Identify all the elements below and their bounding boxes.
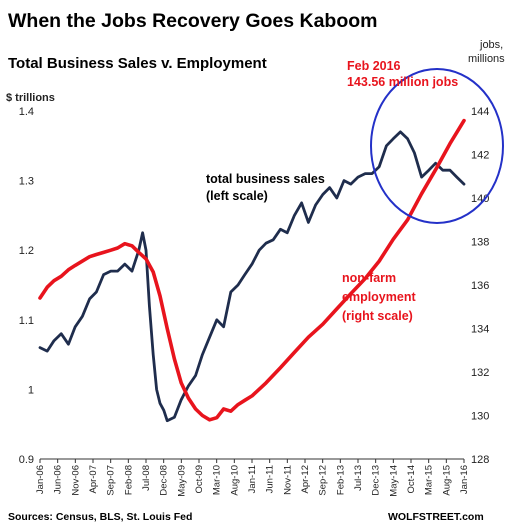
left-tick-label: 0.9 — [19, 454, 34, 466]
axes: 0.9 1 1.1 1.2 1.3 1.4 128 130 132 134 136 138 140 142… — [19, 106, 490, 497]
x-tick-label: Aug-10 — [229, 465, 240, 496]
right-tick-label: 142 — [471, 150, 489, 162]
sales-annotation-line1: total business sales — [206, 172, 325, 186]
employment-line — [38, 118, 466, 422]
x-tick-label: Jan-16 — [459, 465, 470, 494]
x-tick-label: Nov-11 — [282, 465, 293, 495]
sources-note: Sources: Census, BLS, St. Louis Fed — [8, 511, 192, 523]
right-tick-label: 128 — [471, 454, 489, 466]
x-tick-label: May-09 — [176, 465, 187, 497]
right-axis-label-line1: jobs, — [479, 39, 503, 51]
x-tick-label: Mar-10 — [212, 465, 223, 495]
x-tick-label: Feb-13 — [335, 465, 346, 495]
left-tick-label: 1.4 — [19, 106, 34, 118]
right-tick-label: 136 — [471, 280, 489, 292]
x-tick-label: Dec-13 — [371, 465, 382, 496]
x-tick-label: Jun-11 — [265, 465, 276, 493]
x-tick-label: Oct-09 — [194, 465, 205, 494]
chart-subtitle: Total Business Sales v. Employment — [8, 55, 267, 72]
left-tick-label: 1 — [28, 384, 34, 396]
x-tick-label: Apr-07 — [88, 465, 99, 494]
sales-annotation-line2: (left scale) — [206, 189, 268, 203]
left-tick-label: 1.1 — [19, 315, 34, 327]
x-tick-label: Apr-12 — [300, 465, 311, 494]
x-tick-label: Mar-15 — [424, 465, 435, 495]
left-tick-label: 1.3 — [19, 176, 34, 188]
employment-annotation-line1: non-farm — [342, 271, 396, 285]
x-tick-label: Jul-08 — [141, 465, 152, 491]
x-tick-label: Jul-13 — [353, 465, 364, 491]
chart-title: When the Jobs Recovery Goes Kaboom — [8, 10, 378, 32]
business-sales-line — [38, 130, 466, 423]
right-tick-label: 138 — [471, 237, 489, 249]
employment-annotation-line2: employment — [342, 290, 416, 304]
highlight-ring — [370, 68, 504, 224]
x-tick-label: Oct-14 — [406, 465, 417, 494]
right-tick-label: 130 — [471, 411, 489, 423]
x-tick-label: Feb-08 — [123, 465, 134, 495]
x-tick-label: Dec-08 — [159, 465, 170, 496]
right-tick-label: 144 — [471, 106, 489, 118]
right-tick-label: 132 — [471, 367, 489, 379]
x-tick-label: Jun-06 — [53, 465, 64, 494]
peak-annotation-line2: 143.56 million jobs — [347, 75, 458, 89]
x-tick-label: Sep-07 — [106, 465, 117, 496]
left-axis-label: $ trillions — [6, 92, 55, 104]
right-tick-label: 140 — [471, 193, 489, 205]
x-tick-label: Jan-06 — [35, 465, 46, 494]
x-tick-label: Aug-15 — [441, 465, 452, 496]
right-tick-label: 134 — [471, 324, 489, 336]
left-tick-label: 1.2 — [19, 245, 34, 257]
x-tick-label: May-14 — [388, 465, 399, 497]
x-tick-label: Jan-11 — [247, 465, 258, 493]
x-tick-label: Nov-06 — [70, 465, 81, 496]
brand-watermark: WOLFSTREET.com — [388, 511, 484, 523]
x-tick-label: Sep-12 — [318, 465, 329, 496]
employment-annotation-line3: (right scale) — [342, 309, 413, 323]
right-axis-label-line2: millions — [468, 53, 505, 65]
peak-annotation-line1: Feb 2016 — [347, 59, 401, 73]
series-layer — [38, 118, 466, 423]
